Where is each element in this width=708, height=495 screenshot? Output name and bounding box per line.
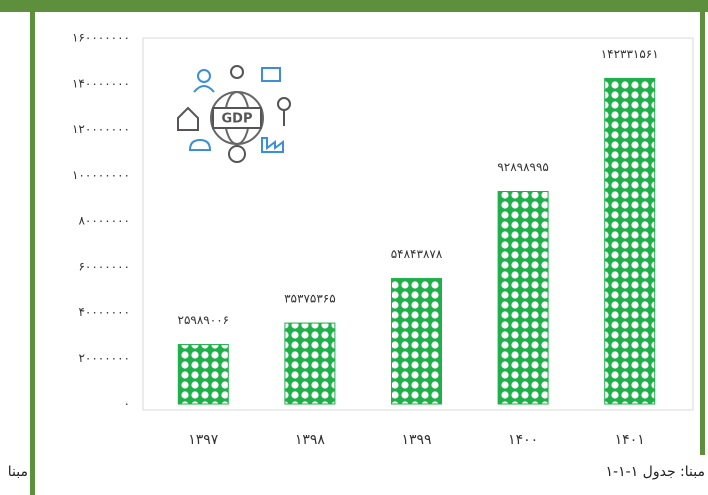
y-tick-label: ۱۶۰۰۰۰۰۰۰: [72, 31, 130, 45]
value-label: ۵۴۸۴۳۸۷۸: [391, 247, 443, 261]
value-label: ۳۵۳۷۵۳۶۵: [284, 292, 336, 306]
x-tick-label: ۱۳۹۸: [295, 432, 326, 448]
source-note: مبنا: جدول ۱-۱-۱: [606, 464, 706, 480]
value-label: ۱۴۲۳۳۱۵۶۱: [601, 47, 659, 61]
y-tick-label: ۸۰۰۰۰۰۰۰: [78, 214, 130, 228]
y-tick-label: ۰: [124, 397, 130, 411]
y-tick-label: ۴۰۰۰۰۰۰۰: [78, 305, 130, 319]
svg-text:GDP: GDP: [222, 112, 253, 127]
frame-top: [0, 0, 708, 12]
y-tick-label: ۱۴۰۰۰۰۰۰۰: [72, 76, 130, 90]
plot-area: [142, 37, 694, 411]
bar: [177, 344, 229, 405]
y-tick-label: ۱۰۰۰۰۰۰۰۰: [72, 168, 130, 182]
bar: [391, 278, 442, 405]
y-tick-label: ۶۰۰۰۰۰۰۰: [78, 259, 130, 273]
source-note-cut: مبنا: [8, 464, 28, 480]
gdp-icon: GDP: [177, 65, 291, 163]
x-tick-label: ۱۳۹۷: [188, 432, 219, 448]
x-tick-label: ۱۴۰۱: [615, 432, 645, 448]
y-tick-label: ۲۰۰۰۰۰۰۰: [78, 351, 130, 365]
bar: [284, 322, 336, 405]
value-label: ۹۲۸۹۸۹۹۵: [497, 160, 549, 174]
frame-left: [30, 0, 35, 495]
y-tick-label: ۱۲۰۰۰۰۰۰۰: [72, 122, 130, 136]
bar: [604, 77, 656, 405]
frame-right: [700, 0, 705, 455]
value-label: ۲۵۹۸۹۰۰۶: [178, 313, 230, 327]
x-tick-label: ۱۳۹۹: [401, 432, 431, 448]
bar: [497, 190, 549, 405]
x-tick-label: ۱۴۰۰: [508, 432, 538, 448]
